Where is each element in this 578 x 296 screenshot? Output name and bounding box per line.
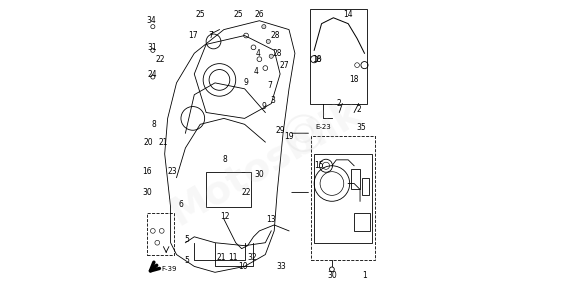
Text: 15: 15 — [314, 161, 324, 170]
Text: 8: 8 — [152, 120, 157, 129]
Text: E-23: E-23 — [315, 124, 331, 130]
Text: 4: 4 — [254, 67, 259, 75]
Bar — [206, 172, 250, 207]
Text: 24: 24 — [147, 70, 157, 78]
Text: 7: 7 — [208, 31, 213, 40]
Text: 23: 23 — [167, 167, 177, 176]
Text: 22: 22 — [242, 188, 251, 197]
Text: 35: 35 — [357, 123, 366, 132]
Text: 2: 2 — [356, 105, 361, 114]
Text: 21: 21 — [158, 138, 168, 147]
Bar — [314, 154, 372, 243]
Text: 7: 7 — [267, 81, 272, 90]
Text: 5: 5 — [184, 235, 190, 244]
Text: 27: 27 — [280, 61, 290, 70]
Bar — [361, 178, 369, 195]
Bar — [351, 169, 360, 189]
Text: 2: 2 — [337, 99, 342, 108]
Circle shape — [266, 39, 271, 44]
Text: 8: 8 — [223, 155, 228, 164]
Text: Motosblik: Motosblik — [163, 93, 368, 233]
Text: 14: 14 — [343, 10, 353, 19]
Text: 28: 28 — [271, 31, 280, 40]
Text: 13: 13 — [266, 215, 276, 223]
Text: 20: 20 — [143, 138, 153, 147]
Text: 16: 16 — [143, 167, 153, 176]
Text: F-39: F-39 — [161, 266, 177, 272]
Text: 12: 12 — [221, 212, 230, 221]
Text: 26: 26 — [254, 10, 264, 19]
Bar — [310, 9, 368, 104]
Text: 19: 19 — [284, 132, 294, 141]
Text: 18: 18 — [312, 55, 322, 64]
Circle shape — [269, 54, 273, 58]
Text: 1: 1 — [362, 271, 367, 280]
Text: 29: 29 — [275, 126, 285, 135]
Text: 28: 28 — [272, 49, 282, 58]
Text: 5: 5 — [184, 256, 190, 265]
Text: 10: 10 — [238, 262, 248, 271]
Text: 9: 9 — [244, 78, 249, 87]
Text: 11: 11 — [228, 253, 238, 262]
Circle shape — [262, 25, 266, 29]
Text: 30: 30 — [254, 170, 264, 179]
Text: 30: 30 — [327, 271, 337, 280]
Text: 17: 17 — [188, 31, 198, 40]
Text: 33: 33 — [277, 262, 287, 271]
Bar — [147, 213, 173, 255]
Text: 32: 32 — [247, 253, 257, 262]
Text: 21: 21 — [216, 253, 225, 262]
Text: 18: 18 — [349, 75, 359, 84]
Text: 4: 4 — [255, 49, 260, 58]
Text: 31: 31 — [147, 43, 157, 52]
Text: 6: 6 — [179, 200, 183, 209]
Bar — [311, 136, 375, 260]
Text: 25: 25 — [195, 10, 205, 19]
Text: 25: 25 — [234, 10, 243, 19]
Bar — [354, 213, 370, 231]
Text: 30: 30 — [143, 188, 153, 197]
Text: 22: 22 — [155, 55, 165, 64]
Text: 3: 3 — [271, 96, 275, 105]
Text: 9: 9 — [261, 102, 266, 111]
Text: 34: 34 — [146, 16, 156, 25]
